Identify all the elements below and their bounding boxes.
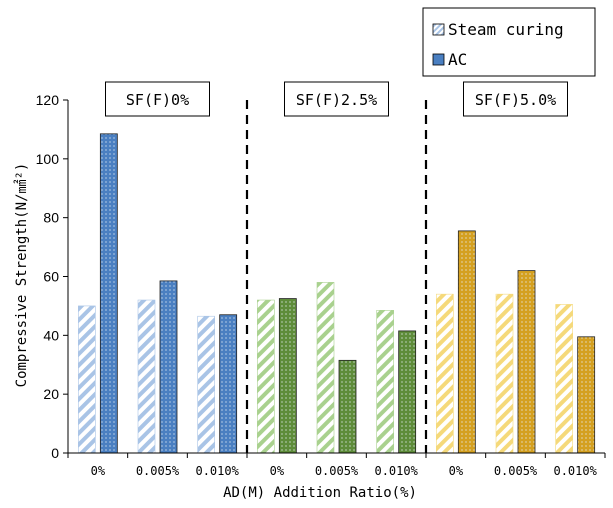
group-label: SF(F)2.5% [296,91,377,109]
x-tick-label: 0.005% [136,464,180,478]
y-tick-label: 60 [43,269,59,285]
x-tick-label: 0.010% [374,464,418,478]
x-tick-label: 0.005% [315,464,359,478]
bar-ac-8 [517,270,536,454]
bar-ac-1 [99,133,118,454]
x-axis: 0% 0.005% 0.010% 0% 0.005% 0.010% 0% 0.005% 0.01… [67,452,606,478]
group-label: SF(F)5.0% [475,91,556,109]
bar-ac-5 [338,359,357,454]
y-tick-label: 100 [36,151,60,167]
y-tick-label: 0 [51,445,59,461]
bar-steam-curing-7 [436,293,454,454]
bar-steam-curing-2 [137,299,156,454]
y-tick-label: 80 [43,210,59,226]
y-axis-label: Compressive Strength(N/㎟²) [14,163,30,388]
bar-ac-7 [457,230,476,454]
bar-ac-3 [219,314,238,454]
bar-ac-6 [398,330,417,454]
bar-steam-curing-3 [197,315,215,454]
y-tick-label: 120 [36,92,60,108]
group-label: SF(F)0% [126,91,189,109]
bar-ac-4 [278,298,297,454]
x-tick-label: 0% [270,464,285,478]
legend-box [422,7,596,77]
legend-swatch [432,23,445,36]
x-tick-label: 0% [449,464,464,478]
x-tick-label: 0.010% [195,464,239,478]
bar-steam-curing-9 [555,304,573,454]
y-tick-label: 40 [43,327,59,343]
legend-swatch [432,53,445,66]
legend: Steam curing AC [422,7,596,77]
group-label-box [463,81,568,117]
legend-label: AC [448,50,467,69]
y-tick-label: 20 [43,386,59,402]
bar-ac-2 [159,280,178,454]
x-axis-label: AD(M) Addition Ratio(%) [223,485,417,501]
bar-ac-9 [577,336,596,454]
legend-label: Steam curing [448,20,564,39]
group-labels: SF(F)0% SF(F)2.5% SF(F)5.0% [105,81,568,117]
plot-area [78,100,596,454]
x-tick-label: 0.005% [494,464,538,478]
bar-steam-curing-6 [376,310,394,454]
bar-steam-curing-1 [78,305,96,454]
group-label-box [284,81,389,117]
x-tick-label: 0.010% [553,464,597,478]
group-label-box [105,81,210,117]
bar-steam-curing-5 [316,282,335,454]
bar-steam-curing-4 [257,299,275,454]
bar-steam-curing-8 [495,293,514,454]
x-tick-label: 0% [91,464,106,478]
y-axis: 0 20 40 60 80 100 120 [36,92,69,461]
